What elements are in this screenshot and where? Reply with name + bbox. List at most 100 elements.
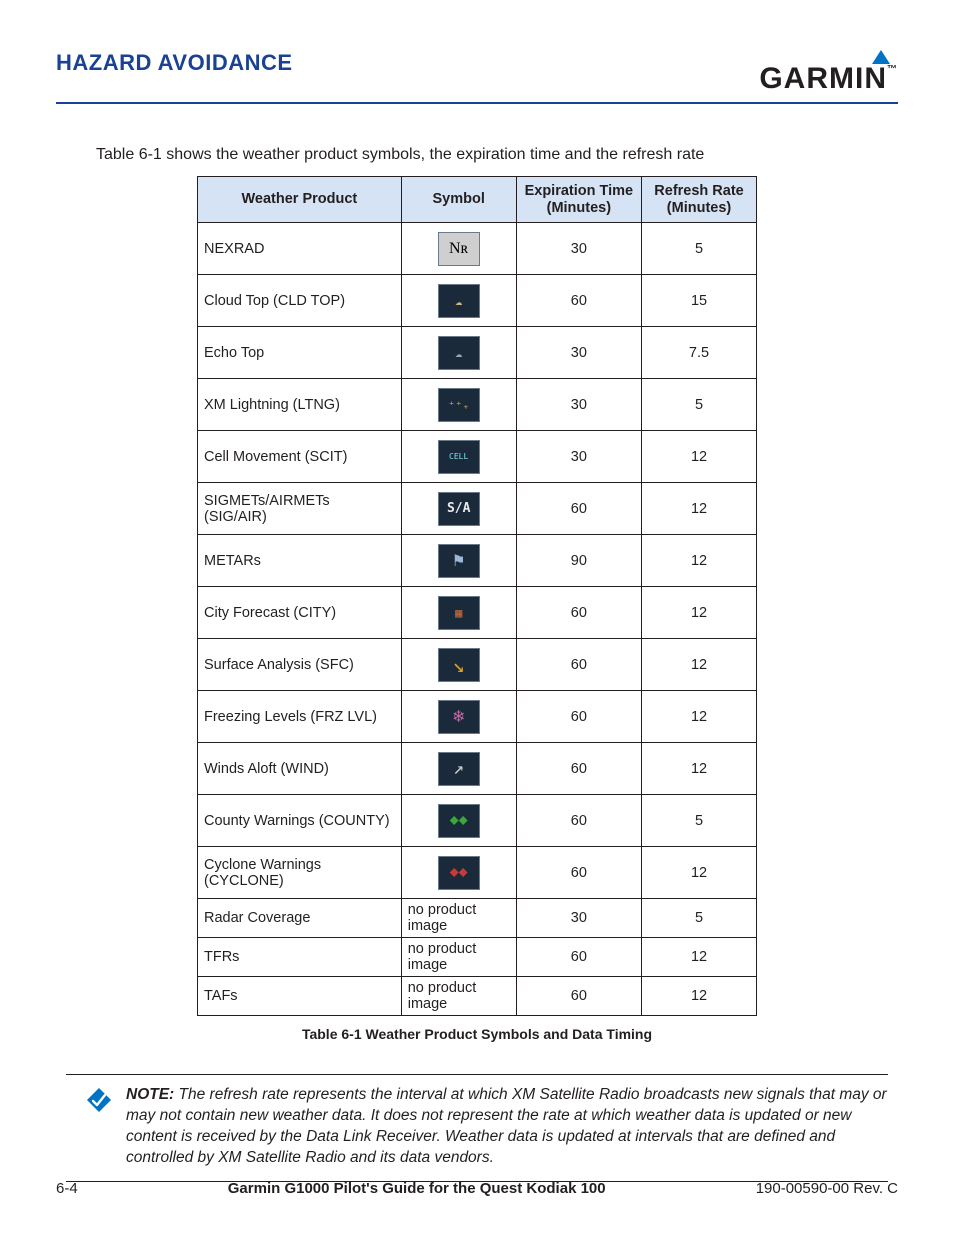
table-row: Radar Coverageno product image305 [198,899,757,938]
symbol-icon: CELL [438,440,480,474]
cell-expiration: 60 [516,691,641,743]
table-row: Winds Aloft (WIND)↗6012 [198,743,757,795]
cell-product: Cell Movement (SCIT) [198,431,402,483]
col-expiration: Expiration Time(Minutes) [516,177,641,223]
cell-expiration: 60 [516,938,641,977]
cell-expiration: 60 [516,275,641,327]
cell-product: Echo Top [198,327,402,379]
symbol-icon: ↗ [438,752,480,786]
cell-product: Freezing Levels (FRZ LVL) [198,691,402,743]
note-block: NOTE: The refresh rate represents the in… [66,1074,888,1182]
cell-refresh: 12 [642,691,757,743]
logo-text: GARMIN™ [759,62,898,96]
table-row: Cell Movement (SCIT) CELL 3012 [198,431,757,483]
cell-refresh: 12 [642,938,757,977]
cell-expiration: 60 [516,977,641,1016]
cell-expiration: 60 [516,847,641,899]
intro-text: Table 6-1 shows the weather product symb… [96,146,858,164]
cell-symbol: ↘ [401,639,516,691]
cell-refresh: 12 [642,535,757,587]
table-row: Echo Top ☁ 307.5 [198,327,757,379]
cell-expiration: 60 [516,587,641,639]
cell-symbol: ↗ [401,743,516,795]
symbol-icon: ⬥⬥ [438,856,480,890]
symbol-icon: ☁ [438,336,480,370]
cell-symbol: ⚑ [401,535,516,587]
table-row: NEXRADNʀ305 [198,223,757,275]
footer-title: Garmin G1000 Pilot's Guide for the Quest… [228,1180,606,1197]
table-row: TAFsno product image6012 [198,977,757,1016]
cell-refresh: 12 [642,587,757,639]
cell-expiration: 30 [516,223,641,275]
col-weather-product: Weather Product [198,177,402,223]
cell-symbol: ⬥⬥ [401,795,516,847]
symbol-icon: ❄ [438,700,480,734]
table-row: XM Lightning (LTNG)⁺⁺₊305 [198,379,757,431]
cell-symbol: ☁ [401,327,516,379]
garmin-logo: GARMIN™ [759,50,898,96]
symbol-icon: ⁺⁺₊ [438,388,480,422]
cell-symbol: no product image [401,938,516,977]
table-header-row: Weather Product Symbol Expiration Time(M… [198,177,757,223]
cell-product: Radar Coverage [198,899,402,938]
note-text: NOTE: The refresh rate represents the in… [126,1085,888,1169]
cell-symbol: ❄ [401,691,516,743]
symbol-icon: ⚑ [438,544,480,578]
section-title: HAZARD AVOIDANCE [56,50,293,76]
cell-symbol: ⁺⁺₊ [401,379,516,431]
table-row: Freezing Levels (FRZ LVL) ❄ 6012 [198,691,757,743]
note-body: The refresh rate represents the interval… [126,1086,887,1166]
table-row: METARs ⚑ 9012 [198,535,757,587]
cell-product: SIGMETs/AIRMETs (SIG/AIR) [198,483,402,535]
note-label: NOTE: [126,1086,174,1103]
page-number: 6-4 [56,1180,78,1197]
table-row: Cloud Top (CLD TOP)☁6015 [198,275,757,327]
doc-revision: 190-00590-00 Rev. C [756,1180,898,1197]
symbol-icon: ↘ [438,648,480,682]
page-header: HAZARD AVOIDANCE GARMIN™ [56,50,898,104]
cell-symbol: no product image [401,899,516,938]
cell-symbol: ☁ [401,275,516,327]
col-symbol: Symbol [401,177,516,223]
col-refresh: Refresh Rate(Minutes) [642,177,757,223]
cell-refresh: 12 [642,431,757,483]
cell-expiration: 60 [516,639,641,691]
cell-expiration: 30 [516,431,641,483]
cell-symbol: S/A [401,483,516,535]
symbol-icon: ☁ [438,284,480,318]
table-row: Surface Analysis (SFC)↘6012 [198,639,757,691]
page-footer: 6-4 Garmin G1000 Pilot's Guide for the Q… [56,1180,898,1197]
cell-refresh: 5 [642,899,757,938]
cell-refresh: 12 [642,847,757,899]
cell-product: County Warnings (COUNTY) [198,795,402,847]
cell-product: NEXRAD [198,223,402,275]
cell-product: Surface Analysis (SFC) [198,639,402,691]
cell-refresh: 7.5 [642,327,757,379]
cell-refresh: 5 [642,379,757,431]
cell-product: Cloud Top (CLD TOP) [198,275,402,327]
table-row: SIGMETs/AIRMETs (SIG/AIR)S/A6012 [198,483,757,535]
cell-product: Cyclone Warnings (CYCLONE) [198,847,402,899]
table-row: County Warnings (COUNTY)⬥⬥605 [198,795,757,847]
cell-expiration: 90 [516,535,641,587]
symbol-icon: ⬥⬥ [438,804,480,838]
cell-product: TAFs [198,977,402,1016]
cell-refresh: 12 [642,743,757,795]
table-row: City Forecast (CITY)▦6012 [198,587,757,639]
table-row: Cyclone Warnings (CYCLONE) ⬥⬥ 6012 [198,847,757,899]
cell-product: City Forecast (CITY) [198,587,402,639]
cell-product: XM Lightning (LTNG) [198,379,402,431]
symbol-icon: Nʀ [438,232,480,266]
cell-product: Winds Aloft (WIND) [198,743,402,795]
weather-products-table: Weather Product Symbol Expiration Time(M… [197,176,757,1016]
cell-symbol: Nʀ [401,223,516,275]
note-icon [86,1087,112,1113]
cell-symbol: no product image [401,977,516,1016]
table-row: TFRsno product image6012 [198,938,757,977]
cell-product: METARs [198,535,402,587]
cell-symbol: ⬥⬥ [401,847,516,899]
cell-expiration: 30 [516,899,641,938]
cell-symbol: ▦ [401,587,516,639]
cell-expiration: 60 [516,795,641,847]
cell-expiration: 30 [516,327,641,379]
